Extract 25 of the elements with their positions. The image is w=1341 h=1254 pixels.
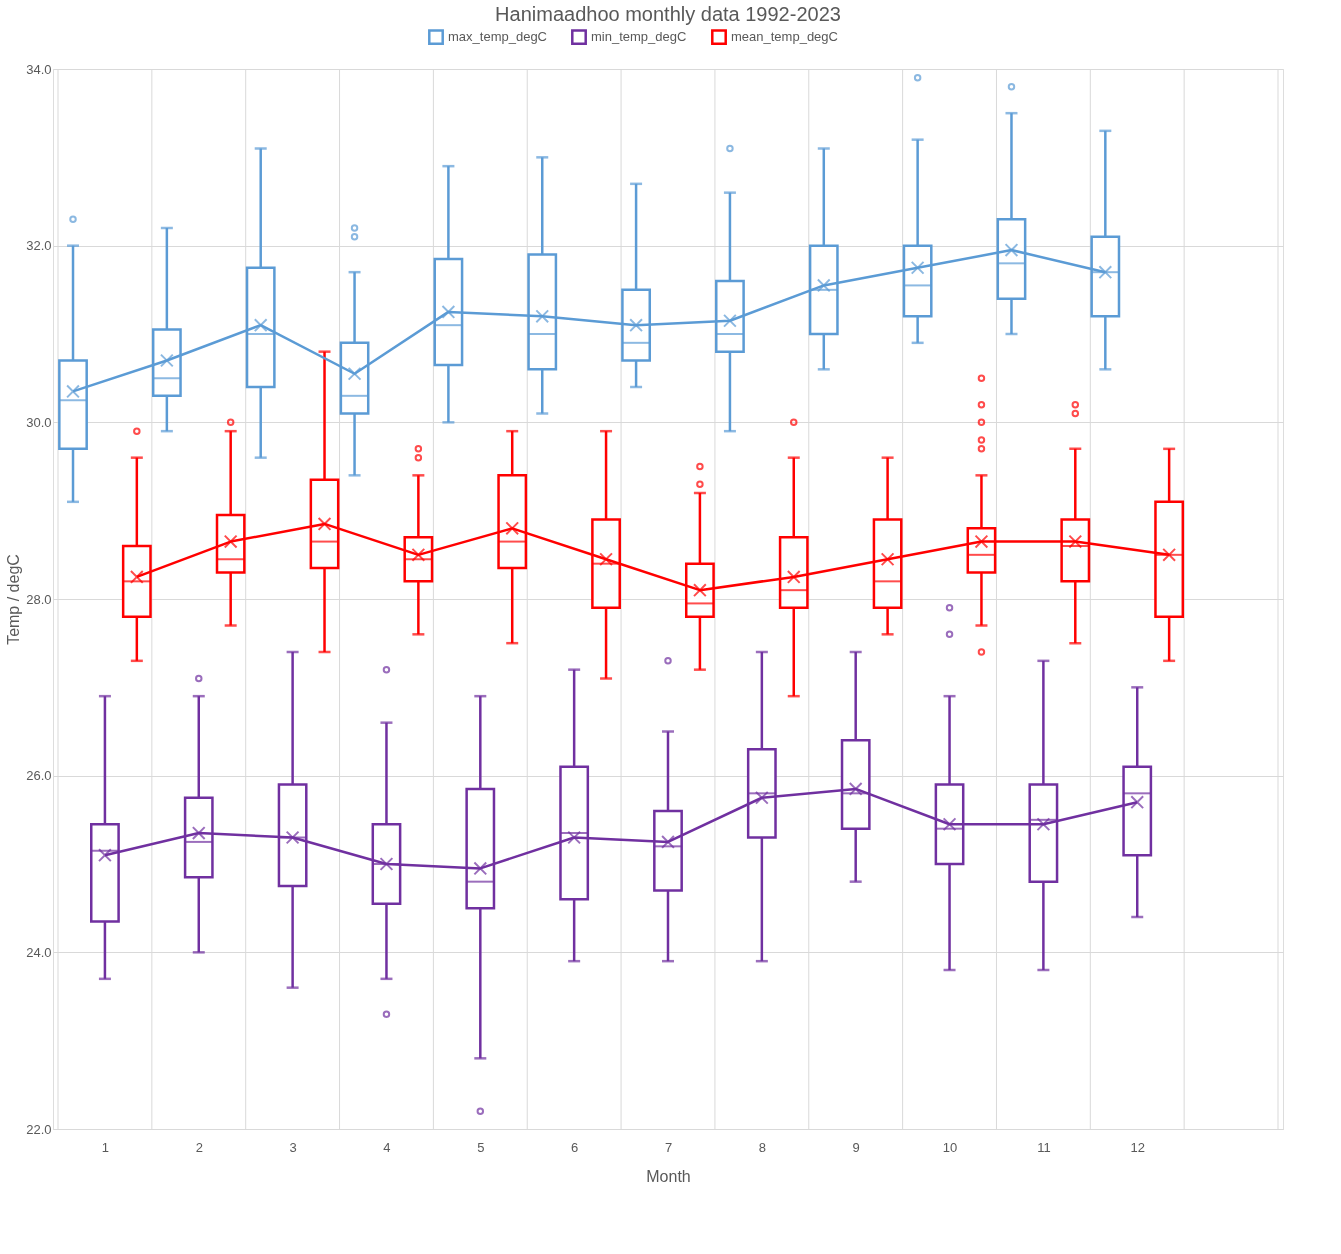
x-tick-label: 4 <box>383 1139 391 1155</box>
y-axis-title: Temp / degC <box>5 554 23 645</box>
y-tick-label: 24.0 <box>26 944 52 960</box>
y-tick-label: 22.0 <box>26 1121 52 1137</box>
x-tick-label: 11 <box>1037 1139 1051 1155</box>
x-axis-title: Month <box>646 1167 691 1185</box>
x-tick-label: 7 <box>664 1139 673 1155</box>
x-tick-label: 3 <box>289 1139 297 1155</box>
y-tick-label: 30.0 <box>26 414 52 430</box>
x-tick-label: 9 <box>852 1139 860 1155</box>
x-tick-label: 1 <box>101 1139 110 1155</box>
x-tick-label: 8 <box>758 1139 766 1155</box>
y-tick-label: 34.0 <box>26 61 52 77</box>
x-tick-label: 6 <box>571 1139 579 1155</box>
x-tick-label: 10 <box>942 1139 958 1155</box>
x-tick-label: 12 <box>1130 1139 1145 1155</box>
x-tick-label: 5 <box>477 1139 485 1155</box>
y-tick-label: 26.0 <box>26 768 52 784</box>
legend-label: max_temp_degC <box>448 29 547 45</box>
y-tick-label: 28.0 <box>26 591 52 607</box>
x-tick-label: 2 <box>195 1139 203 1155</box>
legend-label: min_temp_degC <box>591 29 687 45</box>
y-tick-label: 32.0 <box>26 238 52 254</box>
chart-title: Hanimaadhoo monthly data 1992-2023 <box>495 3 841 25</box>
legend-label: mean_temp_degC <box>731 29 838 45</box>
